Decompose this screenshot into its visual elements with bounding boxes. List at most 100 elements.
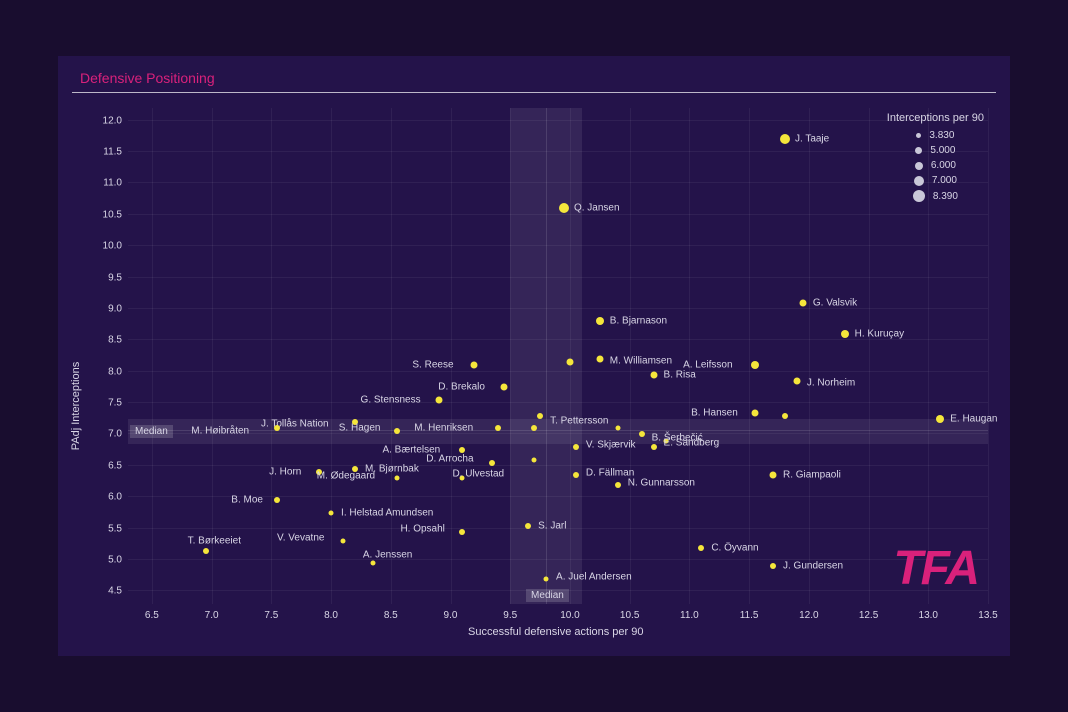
data-point: [615, 482, 621, 488]
y-tick-label: 9.5: [108, 272, 122, 283]
x-tick-label: 8.5: [384, 610, 398, 621]
x-tick-label: 12.0: [799, 610, 818, 621]
data-point: [936, 415, 944, 423]
data-point: [532, 457, 537, 462]
x-gridline: [988, 108, 989, 604]
data-point-label: J. Gundersen: [783, 561, 843, 572]
data-point: [394, 476, 399, 481]
data-point-label: M. Høibråten: [191, 426, 249, 437]
legend-dot: [915, 147, 922, 154]
data-point: [770, 563, 776, 569]
data-point-label: B. Risa: [664, 369, 696, 380]
x-axis-title: Successful defensive actions per 90: [468, 626, 644, 638]
data-point: [651, 444, 657, 450]
legend-label: 5.000: [930, 145, 955, 156]
data-point-label: E. Sandberg: [664, 438, 720, 449]
data-point-label: J. Tollås Nation: [261, 418, 329, 429]
data-point-label: B. Moe: [231, 495, 263, 506]
y-tick-label: 11.5: [103, 146, 122, 157]
data-point-label: V. Skjærvik: [586, 440, 636, 451]
data-point: [370, 561, 375, 566]
y-tick-label: 11.0: [103, 178, 122, 189]
data-point: [841, 330, 849, 338]
x-tick-label: 6.5: [145, 610, 159, 621]
data-point-label: J. Norheim: [807, 378, 855, 389]
data-point: [793, 378, 800, 385]
y-tick-label: 6.0: [108, 492, 122, 503]
data-point: [596, 317, 604, 325]
data-point: [274, 425, 280, 431]
chart-title: Defensive Positioning: [80, 70, 215, 86]
legend-dot: [916, 133, 921, 138]
y-tick-label: 9.0: [108, 303, 122, 314]
data-point-label: T. Pettersson: [550, 415, 608, 426]
x-tick-label: 13.5: [978, 610, 997, 621]
data-point-label: B. Bjarnason: [610, 316, 667, 327]
data-point: [471, 362, 478, 369]
x-tick-label: 9.0: [444, 610, 458, 621]
x-tick-label: 11.0: [680, 610, 699, 621]
data-point-label: S. Hagen: [339, 423, 381, 434]
x-tick-label: 9.5: [503, 610, 517, 621]
data-point: [780, 134, 790, 144]
data-point-label: H. Opsahl: [400, 523, 444, 534]
legend-dot: [913, 190, 925, 202]
data-point-label: G. Stensness: [361, 394, 421, 405]
data-point: [459, 529, 465, 535]
x-tick-label: 7.0: [205, 610, 219, 621]
data-point: [596, 356, 603, 363]
data-point-label: D. Arrocha: [426, 453, 473, 464]
median-label-x: Median: [526, 589, 569, 602]
data-point: [615, 426, 620, 431]
data-point: [525, 523, 531, 529]
x-tick-label: 11.5: [740, 610, 759, 621]
data-point-label: V. Vevatne: [277, 533, 324, 544]
legend-item: 5.000: [887, 145, 984, 156]
data-point-label: B. Hansen: [691, 407, 738, 418]
data-point-label: M. Ødegaard: [317, 471, 375, 482]
data-point-label: M. Henriksen: [414, 423, 473, 434]
data-point-label: A. Juel Andersen: [556, 571, 632, 582]
data-point-label: E. Haugan: [950, 413, 997, 424]
data-point: [501, 384, 508, 391]
y-tick-label: 10.5: [103, 209, 122, 220]
legend: Interceptions per 90 3.8305.0006.0007.00…: [887, 112, 984, 206]
legend-label: 6.000: [931, 160, 956, 171]
x-tick-label: 7.5: [264, 610, 278, 621]
data-point: [566, 359, 573, 366]
legend-label: 8.390: [933, 191, 958, 202]
outer-bg: Defensive Positioning Median Median J. Taa…: [0, 0, 1068, 712]
data-point: [495, 425, 501, 431]
y-tick-label: 5.0: [108, 555, 122, 566]
data-point-label: S. Jarl: [538, 520, 566, 531]
y-tick-label: 12.0: [103, 115, 122, 126]
data-point-label: M. Williamsen: [610, 356, 672, 367]
legend-label: 7.000: [932, 175, 957, 186]
data-point-label: C. Öyvann: [711, 542, 758, 553]
data-point: [782, 413, 788, 419]
data-point: [573, 472, 579, 478]
data-point-label: R. Giampaoli: [783, 470, 841, 481]
legend-item: 3.830: [887, 130, 984, 141]
data-point: [573, 444, 579, 450]
y-tick-label: 4.5: [108, 586, 122, 597]
median-label-y: Median: [130, 425, 173, 438]
data-point: [537, 413, 543, 419]
data-point-label: D. Ulvestad: [452, 469, 504, 480]
legend-label: 3.830: [929, 130, 954, 141]
y-tick-label: 7.5: [108, 398, 122, 409]
x-tick-label: 12.5: [859, 610, 878, 621]
legend-item: 6.000: [887, 160, 984, 171]
data-point-label: D. Brekalo: [438, 382, 485, 393]
data-point-label: G. Valsvik: [813, 297, 857, 308]
data-point: [531, 425, 537, 431]
data-point-label: I. Helstad Amundsen: [341, 507, 433, 518]
x-tick-label: 10.5: [620, 610, 639, 621]
data-point: [203, 548, 209, 554]
chart-card: Defensive Positioning Median Median J. Taa…: [58, 56, 1010, 656]
data-point-label: J. Horn: [269, 467, 301, 478]
y-axis-title: PAdj Interceptions: [70, 362, 82, 450]
data-point: [770, 472, 777, 479]
data-point-label: S. Reese: [412, 360, 453, 371]
data-point-label: J. Taaje: [795, 134, 829, 145]
